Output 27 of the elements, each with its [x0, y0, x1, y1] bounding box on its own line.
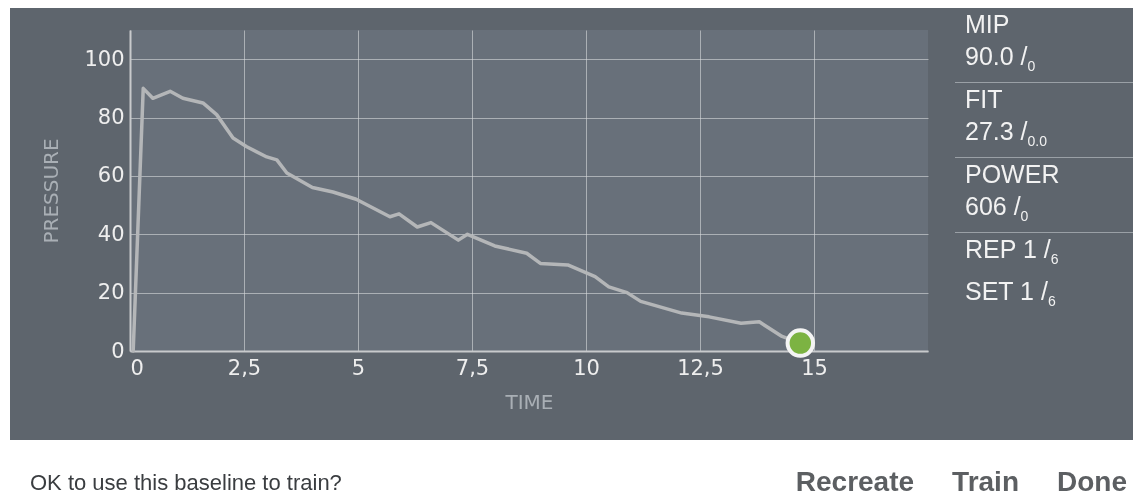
x-tick-label: 10: [573, 355, 600, 380]
x-tick-label: 7,5: [455, 355, 490, 380]
text: Recreate: [795, 466, 915, 497]
y-axis-title: PRESSURE: [39, 138, 64, 244]
text: 27.3 /$_{0.0}$: [964, 116, 1049, 151]
text: Train: [952, 466, 1019, 497]
y-tick-label: 60: [97, 163, 125, 188]
text: MIP: [964, 9, 1011, 40]
text: SET 1 /$_{6}$: [964, 276, 1057, 311]
x-axis-title: TIME: [504, 389, 554, 414]
y-tick-label: 80: [97, 105, 125, 130]
text: 90.0 /$_{0}$: [964, 41, 1037, 76]
text: POWER: [955, 157, 1133, 190]
x-tick-label: 15: [801, 355, 828, 380]
x-tick-label: 12,5: [677, 355, 724, 380]
x-tick-label: 5: [351, 355, 366, 380]
y-tick-label: 20: [97, 280, 125, 305]
text: OK to use this baseline to train?: [30, 470, 342, 496]
x-tick-label: 0: [130, 355, 144, 380]
y-tick-label: 100: [84, 46, 125, 71]
y-tick-label: 0: [111, 338, 125, 363]
text: Done: [1057, 466, 1127, 497]
text: FIT: [955, 82, 1133, 115]
x-tick-label: 2,5: [227, 355, 262, 380]
y-tick-label: 40: [97, 221, 125, 246]
text: REP 1 /$_{6}$: [955, 232, 1133, 275]
text: 606 /$_{0}$: [964, 191, 1030, 226]
